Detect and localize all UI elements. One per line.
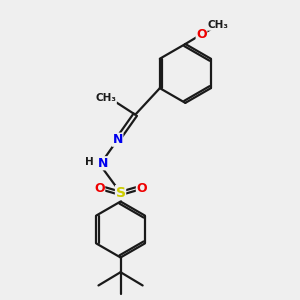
Text: S: S bbox=[116, 186, 126, 200]
Text: CH₃: CH₃ bbox=[207, 20, 228, 30]
Text: O: O bbox=[136, 182, 147, 195]
Text: N: N bbox=[112, 133, 123, 146]
Text: O: O bbox=[94, 182, 105, 195]
Text: O: O bbox=[196, 28, 207, 41]
Text: CH₃: CH₃ bbox=[95, 94, 116, 103]
Text: N: N bbox=[98, 157, 109, 170]
Text: H: H bbox=[85, 157, 94, 167]
